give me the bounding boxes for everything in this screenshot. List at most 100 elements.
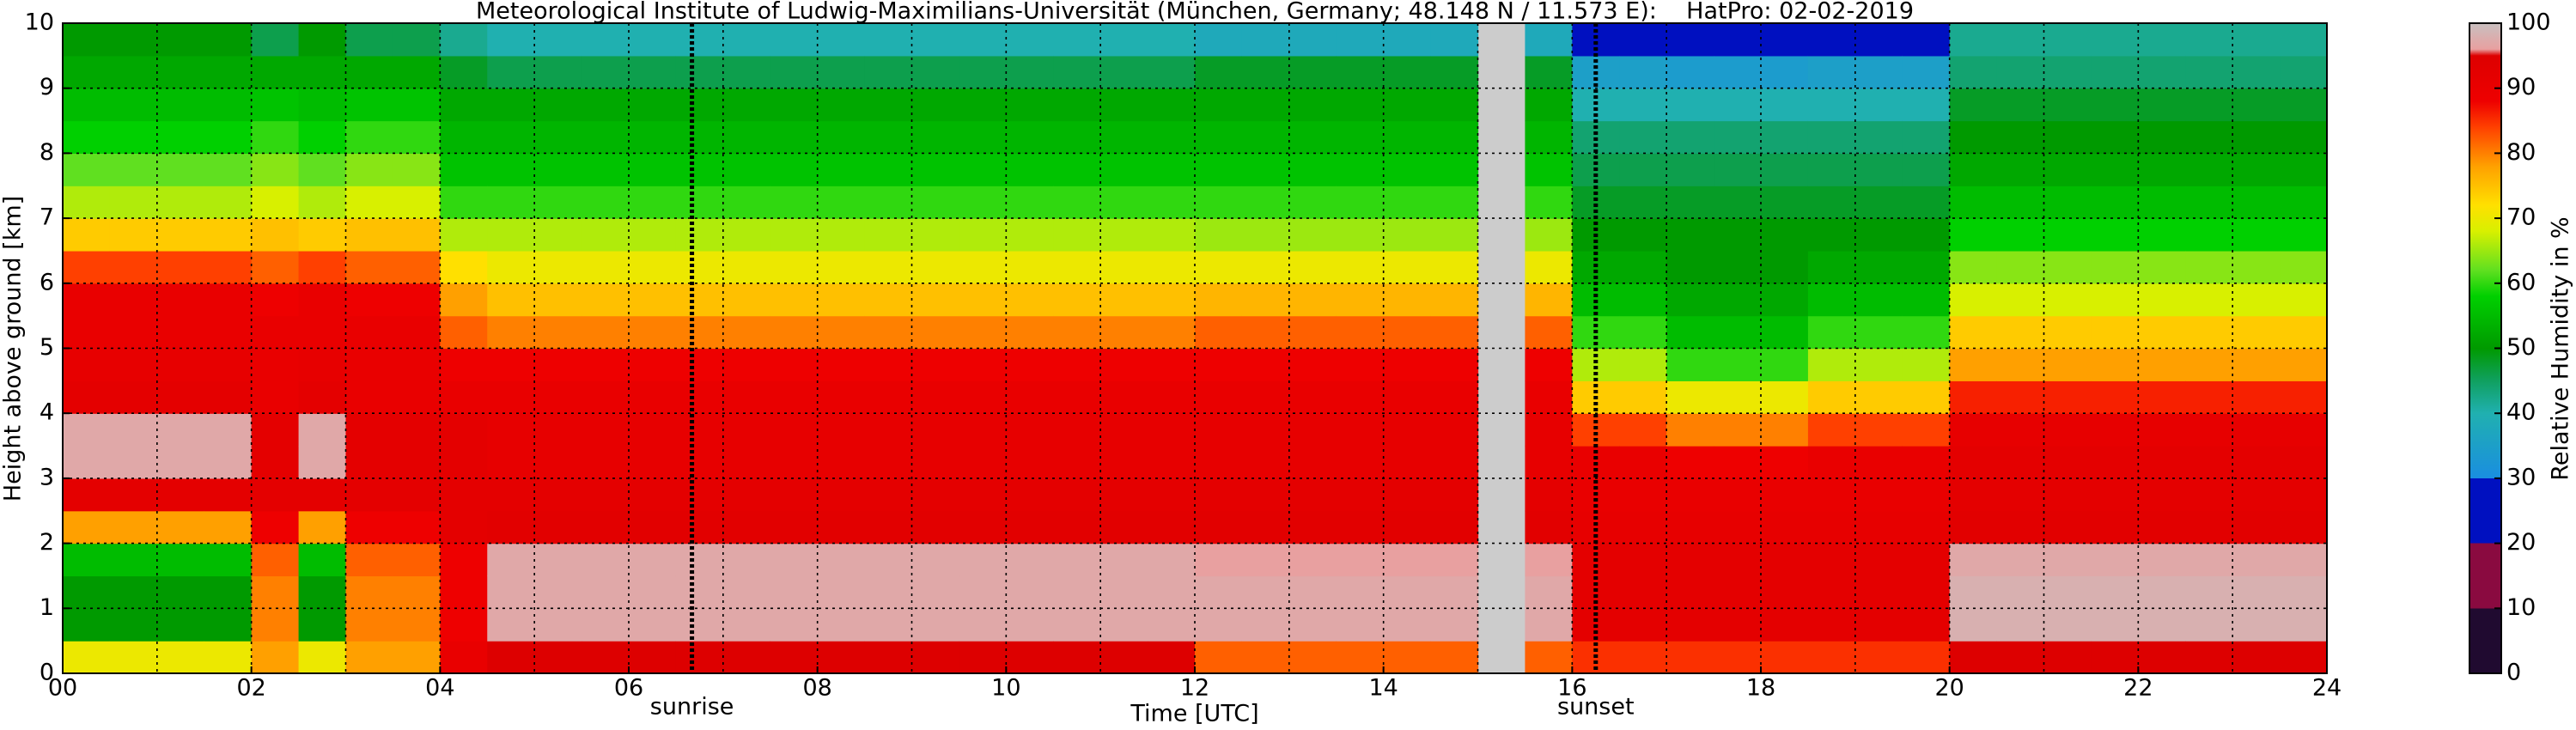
heatmap-cell bbox=[487, 120, 535, 154]
heatmap-cell bbox=[1430, 315, 1479, 350]
heatmap-cell bbox=[1241, 478, 1290, 512]
heatmap-cell bbox=[298, 23, 347, 57]
heatmap-cell bbox=[393, 413, 441, 447]
heatmap-cell bbox=[1761, 380, 1809, 414]
heatmap-cell bbox=[1619, 510, 1667, 544]
heatmap-cell bbox=[2232, 23, 2281, 57]
x-tick-label: 12 bbox=[1180, 675, 1209, 702]
heatmap-cell bbox=[675, 55, 724, 89]
heatmap-cell bbox=[156, 608, 205, 642]
heatmap-cell bbox=[1383, 120, 1432, 154]
heatmap-cell bbox=[1902, 250, 1951, 284]
heatmap-cell bbox=[156, 250, 205, 284]
heatmap-cell bbox=[1666, 348, 1714, 381]
heatmap-cell bbox=[675, 575, 724, 609]
heatmap-cell bbox=[1336, 348, 1385, 381]
heatmap-cell bbox=[1761, 575, 1809, 609]
heatmap-cell bbox=[1949, 315, 1998, 350]
heatmap-cell bbox=[1430, 413, 1479, 447]
heatmap-cell bbox=[1053, 186, 1101, 219]
heatmap-cell bbox=[1195, 348, 1243, 381]
y-tick-label: 2 bbox=[40, 529, 54, 556]
heatmap-cell bbox=[298, 153, 347, 186]
colorbar-tick-label: 20 bbox=[2506, 529, 2536, 556]
heatmap-cell bbox=[2043, 88, 2092, 122]
heatmap-cell bbox=[1241, 186, 1290, 219]
heatmap-cell bbox=[1288, 413, 1337, 447]
heatmap-cell bbox=[629, 186, 677, 219]
heatmap-cell bbox=[2138, 510, 2186, 544]
heatmap-cell bbox=[156, 575, 205, 609]
heatmap-cell bbox=[2043, 575, 2092, 609]
heatmap-cell bbox=[1714, 348, 1762, 381]
heatmap-cell bbox=[1666, 250, 1714, 284]
heatmap-cell bbox=[1195, 608, 1243, 642]
heatmap-cell bbox=[2043, 510, 2092, 544]
heatmap-cell bbox=[2138, 88, 2186, 122]
heatmap-cell bbox=[1006, 478, 1054, 512]
heatmap-cell bbox=[1430, 641, 1479, 674]
heatmap-cell bbox=[1288, 23, 1337, 57]
heatmap-cell bbox=[487, 575, 535, 609]
heatmap-cell bbox=[1572, 186, 1620, 219]
heatmap-cell bbox=[1100, 315, 1148, 350]
heatmap-cell bbox=[675, 23, 724, 57]
heatmap-cell bbox=[1288, 186, 1337, 219]
heatmap-cell bbox=[2138, 120, 2186, 154]
heatmap-cell bbox=[1666, 446, 1714, 479]
heatmap-cell bbox=[959, 575, 1007, 609]
heatmap-cell bbox=[1714, 250, 1762, 284]
heatmap-cell bbox=[156, 446, 205, 479]
heatmap-cell bbox=[1572, 348, 1620, 381]
heatmap-cell bbox=[63, 608, 111, 642]
heatmap-cell bbox=[1525, 88, 1573, 122]
heatmap-cell bbox=[2043, 186, 2092, 219]
heatmap-cell bbox=[1195, 250, 1243, 284]
heatmap-cell bbox=[629, 608, 677, 642]
heatmap-cell bbox=[582, 608, 630, 642]
heatmap-cell bbox=[109, 315, 158, 350]
heatmap-cell bbox=[864, 88, 913, 122]
heatmap-cell bbox=[1619, 153, 1667, 186]
heatmap-cell bbox=[959, 250, 1007, 284]
heatmap-cell bbox=[1666, 510, 1714, 544]
heatmap-cell bbox=[2185, 218, 2233, 252]
heatmap-cell bbox=[2091, 120, 2139, 154]
heatmap-cell bbox=[770, 218, 819, 252]
heatmap-cell bbox=[864, 413, 913, 447]
heatmap-cell bbox=[1430, 120, 1479, 154]
heatmap-cell bbox=[487, 478, 535, 512]
heatmap-cell bbox=[817, 186, 866, 219]
heatmap-cell bbox=[440, 641, 488, 674]
heatmap-cell bbox=[1854, 218, 1903, 252]
heatmap-cell bbox=[770, 478, 819, 512]
heatmap-cell bbox=[1807, 88, 1856, 122]
heatmap-cell bbox=[1383, 510, 1432, 544]
heatmap-cell bbox=[1148, 446, 1196, 479]
heatmap-cell bbox=[1336, 283, 1385, 317]
heatmap-cell bbox=[722, 543, 771, 577]
heatmap-cell bbox=[817, 478, 866, 512]
heatmap-cell bbox=[582, 186, 630, 219]
heatmap-cell bbox=[251, 478, 300, 512]
heatmap-cell bbox=[1148, 348, 1196, 381]
heatmap-cell bbox=[2280, 348, 2328, 381]
heatmap-cell bbox=[1807, 575, 1856, 609]
heatmap-cell bbox=[487, 55, 535, 89]
heatmap-cell bbox=[534, 380, 582, 414]
heatmap-cell bbox=[722, 446, 771, 479]
heatmap-cell bbox=[1336, 575, 1385, 609]
heatmap-cell bbox=[1383, 23, 1432, 57]
heatmap-cell bbox=[1949, 608, 1998, 642]
heatmap-cell bbox=[2280, 283, 2328, 317]
heatmap-cell bbox=[109, 446, 158, 479]
heatmap-cell bbox=[440, 120, 488, 154]
heatmap-cell bbox=[817, 641, 866, 674]
heatmap-cell bbox=[1761, 315, 1809, 350]
heatmap-cell bbox=[1053, 153, 1101, 186]
heatmap-cell bbox=[1761, 510, 1809, 544]
heatmap-cell bbox=[911, 218, 960, 252]
heatmap-cell bbox=[675, 348, 724, 381]
heatmap-cell bbox=[1949, 348, 1998, 381]
